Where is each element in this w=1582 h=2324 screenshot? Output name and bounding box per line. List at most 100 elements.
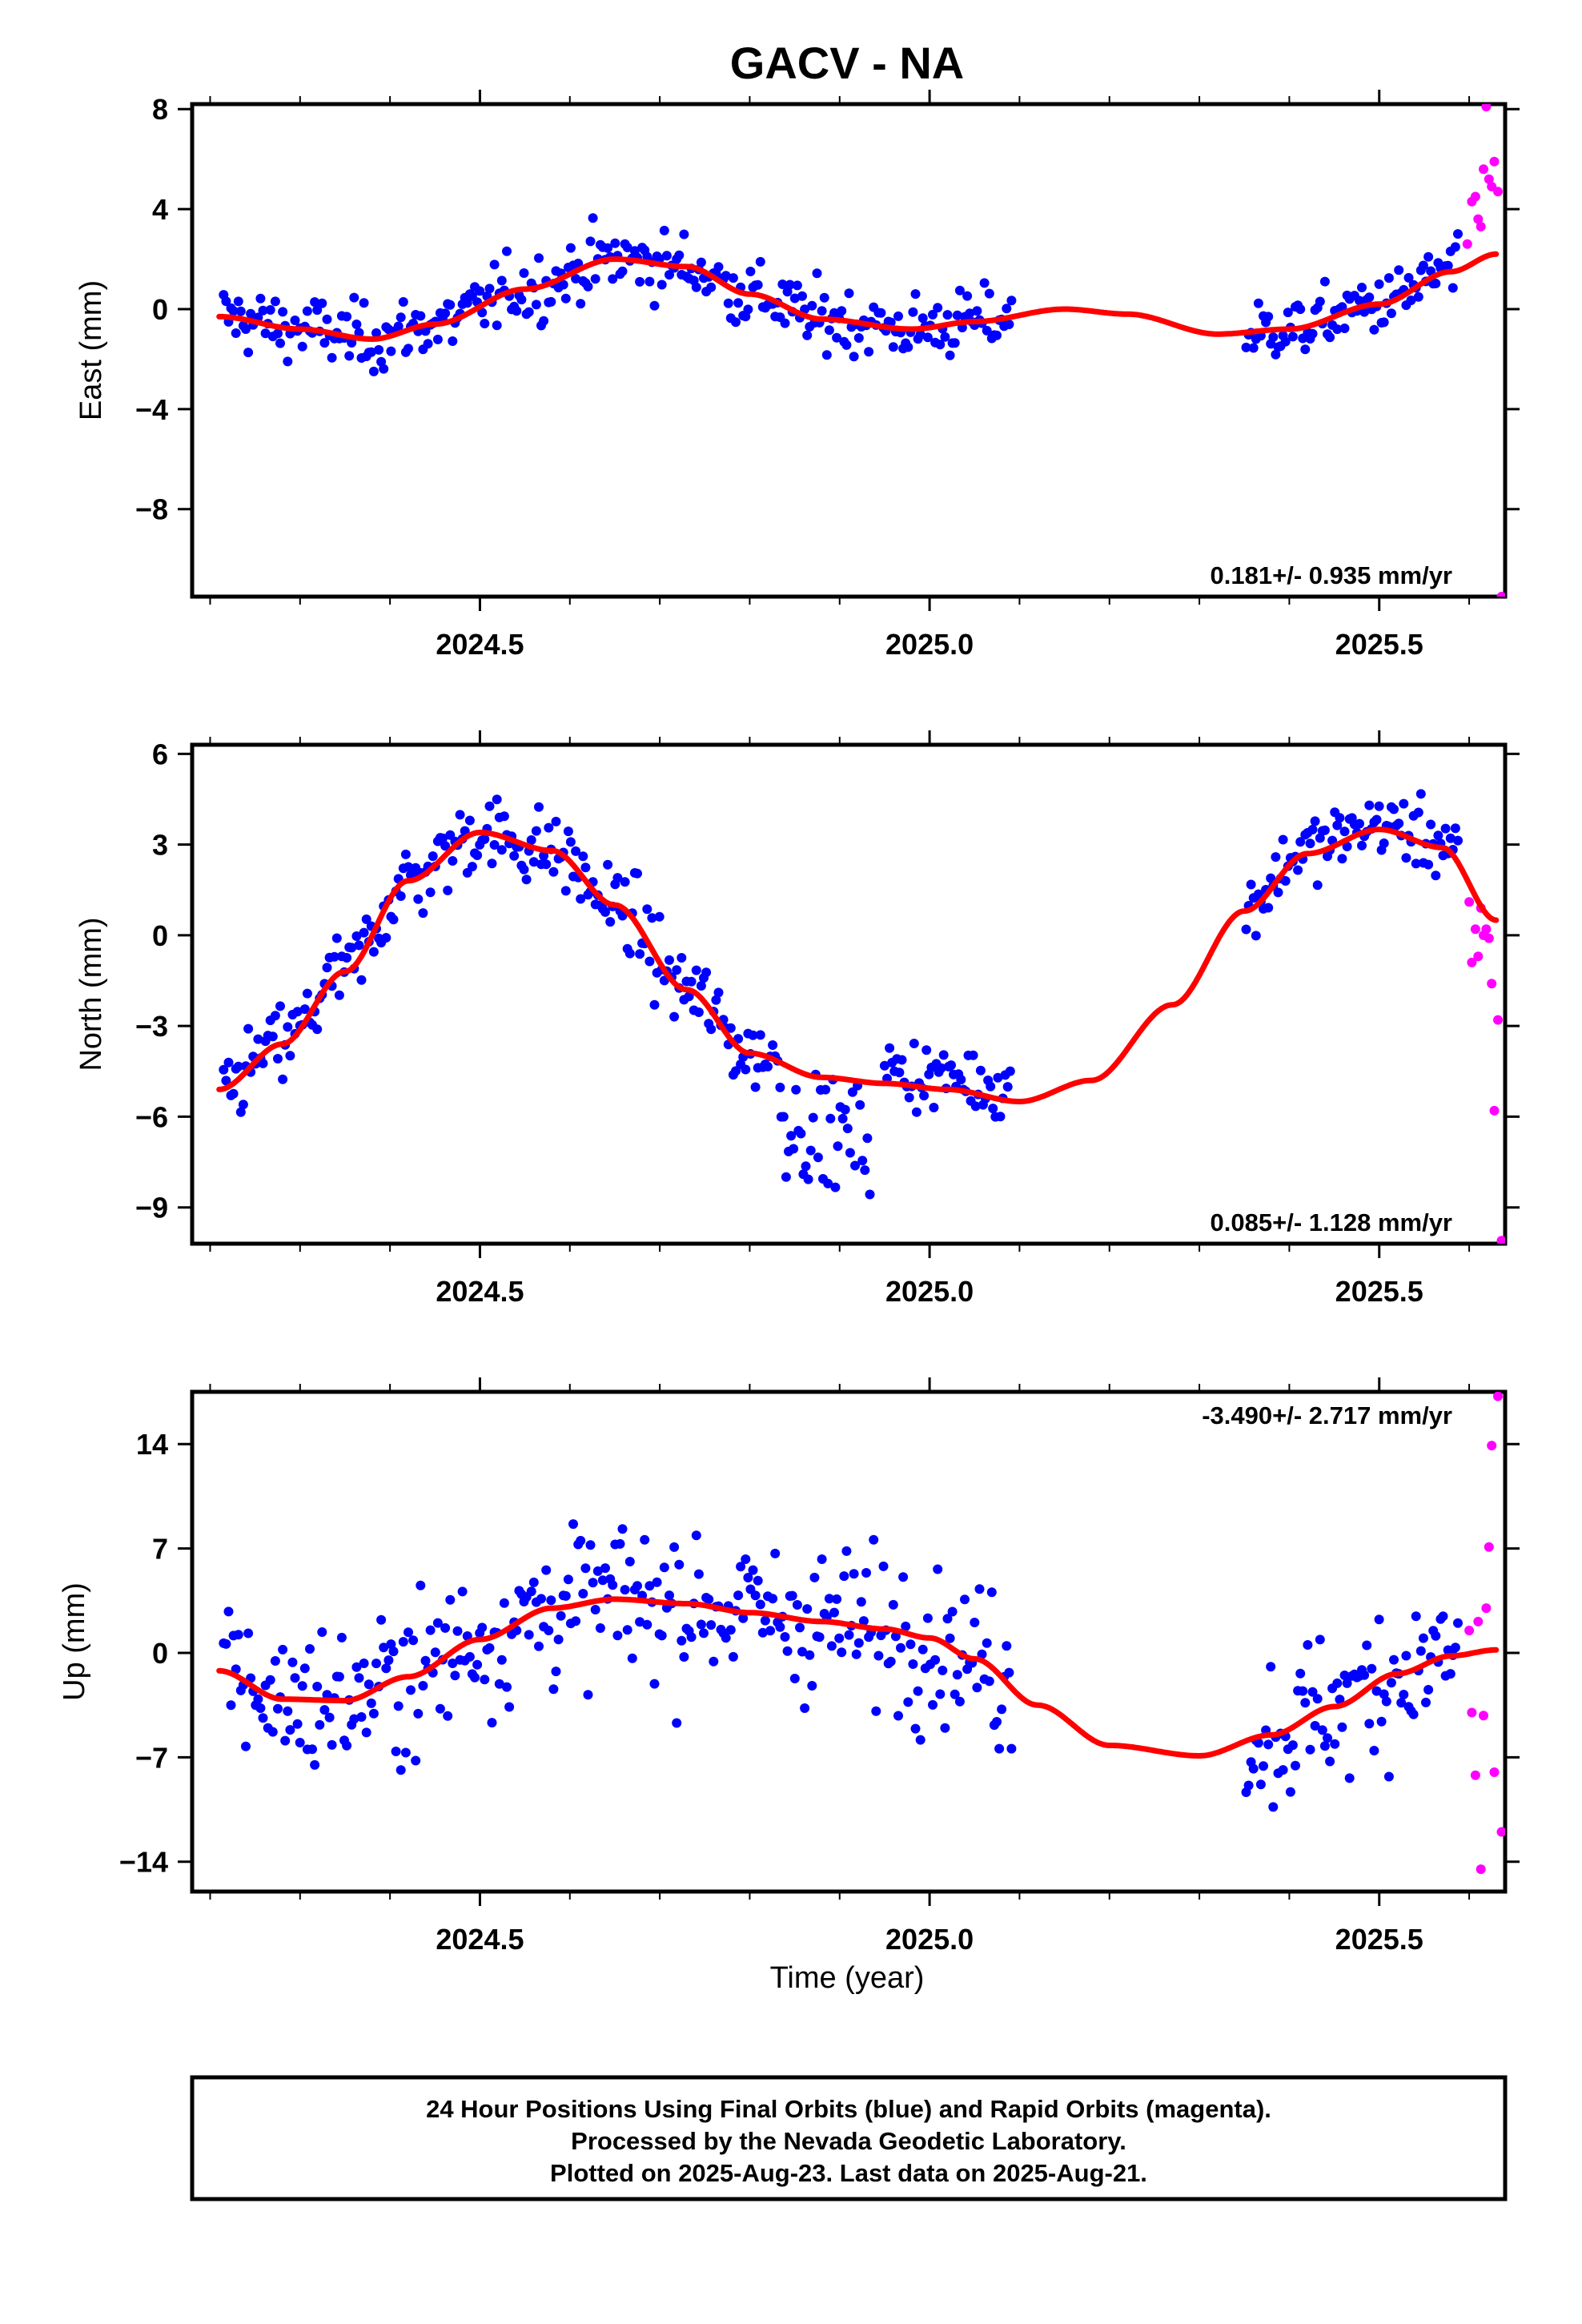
north-final-orbit-point bbox=[1312, 880, 1323, 891]
north-final-orbit-point bbox=[1399, 798, 1409, 809]
up-final-orbit-point bbox=[1339, 1671, 1350, 1680]
east-final-orbit-point bbox=[228, 306, 239, 316]
east-final-orbit-point bbox=[571, 274, 581, 283]
east-final-orbit-point bbox=[888, 342, 898, 352]
up-final-orbit-point bbox=[1287, 1740, 1298, 1751]
up-final-orbit-point bbox=[824, 1594, 834, 1604]
north-final-orbit-point bbox=[243, 1023, 254, 1034]
up-final-orbit-point bbox=[817, 1554, 827, 1564]
east-final-orbit-point bbox=[270, 296, 280, 307]
east-final-orbit-point bbox=[583, 281, 593, 292]
up-final-orbit-point bbox=[1371, 1686, 1382, 1696]
up-final-orbit-point bbox=[472, 1659, 483, 1670]
up-final-orbit-point bbox=[494, 1679, 504, 1689]
east-final-orbit-point bbox=[278, 307, 288, 317]
up-final-orbit-point bbox=[278, 1644, 288, 1655]
east-final-orbit-point bbox=[917, 313, 928, 324]
up-final-orbit-point bbox=[1332, 1678, 1343, 1688]
up-final-orbit-point bbox=[452, 1626, 463, 1636]
up-final-orbit-point bbox=[359, 1659, 369, 1668]
up-final-orbit-point bbox=[1421, 1697, 1431, 1707]
north-final-orbit-point bbox=[455, 810, 465, 820]
up-final-orbit-point bbox=[986, 1587, 997, 1598]
up-final-orbit-point bbox=[396, 1765, 406, 1775]
north-final-orbit-point bbox=[911, 1107, 921, 1117]
east-final-orbit-point bbox=[312, 305, 323, 316]
up-final-orbit-point bbox=[903, 1697, 913, 1707]
east-rate-label: 0.181+/- 0.935 mm/yr bbox=[1211, 561, 1452, 589]
up-final-orbit-point bbox=[597, 1575, 608, 1586]
up-final-orbit-point bbox=[792, 1600, 802, 1610]
east-final-orbit-point bbox=[1403, 272, 1414, 283]
north-final-orbit-point bbox=[539, 850, 549, 861]
east-final-orbit-point bbox=[992, 330, 1002, 340]
east-final-orbit-point bbox=[1325, 332, 1335, 343]
up-final-orbit-point bbox=[376, 1614, 387, 1625]
east-final-orbit-point bbox=[416, 311, 426, 321]
north-y-tick-label: 3 bbox=[152, 829, 168, 862]
north-final-orbit-point bbox=[921, 1045, 932, 1055]
north-final-orbit-point bbox=[278, 1074, 288, 1084]
north-final-orbit-point bbox=[359, 927, 369, 938]
east-final-orbit-point bbox=[1002, 304, 1012, 314]
chart-title: GACV - NA bbox=[730, 38, 964, 88]
north-final-orbit-point bbox=[956, 1075, 966, 1085]
north-x-tick-label: 2025.5 bbox=[1335, 1275, 1423, 1308]
up-final-orbit-point bbox=[841, 1546, 852, 1556]
east-final-orbit-point bbox=[445, 300, 456, 310]
up-final-orbit-point bbox=[770, 1548, 781, 1558]
east-final-orbit-point bbox=[713, 262, 724, 272]
up-final-orbit-point bbox=[704, 1594, 714, 1605]
east-final-orbit-point bbox=[1383, 273, 1394, 283]
north-final-orbit-point bbox=[603, 859, 613, 870]
up-final-orbit-point bbox=[432, 1618, 443, 1628]
up-final-orbit-point bbox=[615, 1538, 625, 1549]
north-final-orbit-point bbox=[763, 1061, 773, 1072]
north-final-orbit-point bbox=[1005, 1066, 1015, 1076]
up-final-orbit-point bbox=[814, 1632, 825, 1642]
east-panel: 2024.5 2025.0 2025.5 8 4 0 −4 −8 East (mm) 0.181+… bbox=[74, 90, 1520, 661]
up-rapid-orbit-point bbox=[1487, 1441, 1497, 1451]
up-final-orbit-point bbox=[890, 1631, 901, 1642]
up-final-orbit-point bbox=[797, 1647, 807, 1657]
caption-box: 24 Hour Positions Using Final Orbits (bl… bbox=[190, 2075, 1508, 2201]
up-rapid-orbit-point bbox=[1473, 1616, 1484, 1626]
east-final-orbit-point bbox=[942, 310, 953, 320]
north-final-orbit-point bbox=[492, 794, 502, 805]
up-final-orbit-point bbox=[255, 1703, 266, 1713]
caption-line-1: 24 Hour Positions Using Final Orbits (bl… bbox=[426, 2095, 1271, 2123]
up-final-orbit-point bbox=[388, 1647, 399, 1657]
east-y-tick-label: 4 bbox=[152, 193, 168, 226]
north-final-orbit-point bbox=[862, 1133, 873, 1144]
up-final-orbit-point bbox=[917, 1644, 928, 1655]
north-final-orbit-point bbox=[388, 915, 399, 925]
up-rate-label: -3.490+/- 2.717 mm/yr bbox=[1202, 1401, 1452, 1429]
up-final-orbit-point bbox=[310, 1759, 320, 1770]
east-final-orbit-point bbox=[915, 329, 926, 340]
north-final-orbit-point bbox=[580, 862, 591, 873]
up-final-orbit-point bbox=[356, 1712, 367, 1722]
up-final-orbit-point bbox=[590, 1605, 600, 1614]
east-final-orbit-point bbox=[928, 309, 938, 320]
north-final-orbit-point bbox=[847, 1087, 857, 1097]
north-final-orbit-point bbox=[484, 801, 495, 811]
north-final-orbit-point bbox=[617, 911, 628, 921]
north-rapid-orbit-point bbox=[1489, 1105, 1500, 1116]
east-final-orbit-point bbox=[945, 350, 955, 360]
up-final-orbit-point bbox=[334, 1671, 344, 1682]
north-final-orbit-point bbox=[428, 851, 438, 862]
east-final-orbit-point bbox=[679, 229, 689, 239]
north-final-orbit-point bbox=[499, 811, 509, 822]
east-final-orbit-point bbox=[489, 259, 500, 270]
north-final-orbit-point bbox=[789, 1144, 799, 1154]
north-final-orbit-point bbox=[691, 965, 701, 975]
up-final-orbit-point bbox=[1323, 1733, 1332, 1743]
north-final-orbit-point bbox=[825, 1113, 836, 1124]
north-final-orbit-point bbox=[489, 840, 500, 850]
north-final-orbit-point bbox=[808, 1112, 818, 1123]
up-final-orbit-point bbox=[677, 1635, 687, 1646]
up-final-orbit-point bbox=[1335, 1695, 1345, 1705]
up-final-orbit-point bbox=[1006, 1743, 1017, 1754]
north-final-orbit-point bbox=[322, 963, 332, 973]
up-final-orbit-point bbox=[947, 1606, 958, 1617]
